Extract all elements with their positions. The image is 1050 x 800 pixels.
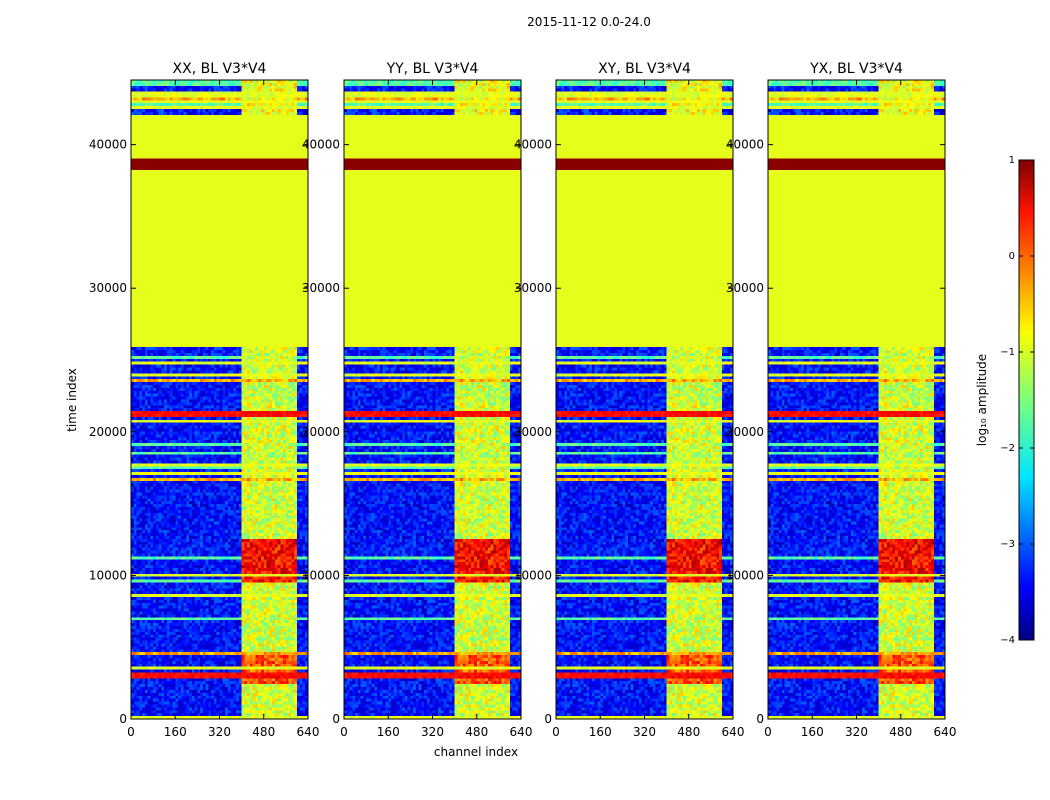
heatmap-image [556,80,733,719]
panel-title: XY, BL V3*V4 [598,61,691,77]
x-tick-label: 480 [465,725,488,739]
colorbar-tick-label: −4 [1000,635,1015,646]
x-tick-label: 0 [764,725,772,739]
colorbar-ticks: 1 0 −1 −2 −3 −4 [1000,155,1034,646]
y-tick-label: 40000 [514,138,552,152]
panel-3: XY, BL V3*V4 0 160 320 480 640 0 10000 20000 3000… [514,61,745,739]
colorbar-tick-label: −2 [1000,443,1015,454]
x-tick-label: 640 [934,725,957,739]
colorbar-tick-label: −3 [1000,539,1015,550]
panel-title: XX, BL V3*V4 [173,61,267,77]
y-tick-label: 40000 [726,138,764,152]
panel-title: YX, BL V3*V4 [809,61,903,77]
x-tick-label: 160 [801,725,824,739]
colorbar-gradient [1018,159,1035,641]
x-tick-label: 160 [589,725,612,739]
colorbar: 1 0 −1 −2 −3 −4 log₁₀ amplitude [975,155,1035,646]
figure-suptitle: 2015-11-12 0.0-24.0 [527,15,651,29]
x-tick-label: 480 [677,725,700,739]
panel-4: YX, BL V3*V4 0 160 320 480 640 0 10000 20000 3000… [726,61,957,739]
y-tick-label: 30000 [89,281,127,295]
x-tick-label: 320 [208,725,231,739]
x-tick-label: 480 [252,725,275,739]
heatmap-image [768,80,945,719]
y-axis-label: time index [65,368,79,432]
x-tick-label: 640 [510,725,533,739]
colorbar-tick-label: −1 [1000,347,1015,358]
x-tick-label: 0 [340,725,348,739]
x-tick-label: 480 [889,725,912,739]
x-tick-label: 160 [377,725,400,739]
y-tick-label: 20000 [726,425,764,439]
y-tick-label: 0 [119,712,127,726]
x-tick-label: 160 [164,725,187,739]
panel-2: YY, BL V3*V4 0 160 320 480 640 0 10000 20000 3000… [302,61,533,739]
colorbar-label: log₁₀ amplitude [975,354,989,446]
x-tick-label: 320 [421,725,444,739]
x-tick-label: 320 [845,725,868,739]
y-tick-label: 20000 [89,425,127,439]
y-tick-label: 40000 [302,138,340,152]
y-tick-label: 0 [544,712,552,726]
panels: XX, BL V3*V4 0 160 320 480 640 0 10000 20000 3000… [89,61,957,739]
y-tick-label: 30000 [514,281,552,295]
x-tick-label: 320 [633,725,656,739]
x-tick-label: 640 [722,725,745,739]
colorbar-tick-label: 1 [1009,155,1015,166]
y-tick-label: 10000 [514,568,552,582]
x-axis-label: channel index [434,745,518,759]
y-tick-label: 20000 [302,425,340,439]
y-tick-label: 10000 [89,568,127,582]
y-tick-label: 20000 [514,425,552,439]
colorbar-tick-label: 0 [1009,251,1015,262]
x-tick-label: 640 [297,725,320,739]
heatmap-image [131,80,308,719]
y-tick-label: 0 [756,712,764,726]
panel-1: XX, BL V3*V4 0 160 320 480 640 0 10000 20000 3000… [89,61,320,739]
x-tick-label: 0 [552,725,560,739]
heatmap-image [344,80,521,719]
y-tick-label: 40000 [89,138,127,152]
y-tick-label: 0 [332,712,340,726]
y-tick-label: 30000 [726,281,764,295]
x-tick-label: 0 [127,725,135,739]
y-tick-label: 10000 [726,568,764,582]
panel-title: YY, BL V3*V4 [386,61,479,77]
y-tick-label: 10000 [302,568,340,582]
y-tick-label: 30000 [302,281,340,295]
